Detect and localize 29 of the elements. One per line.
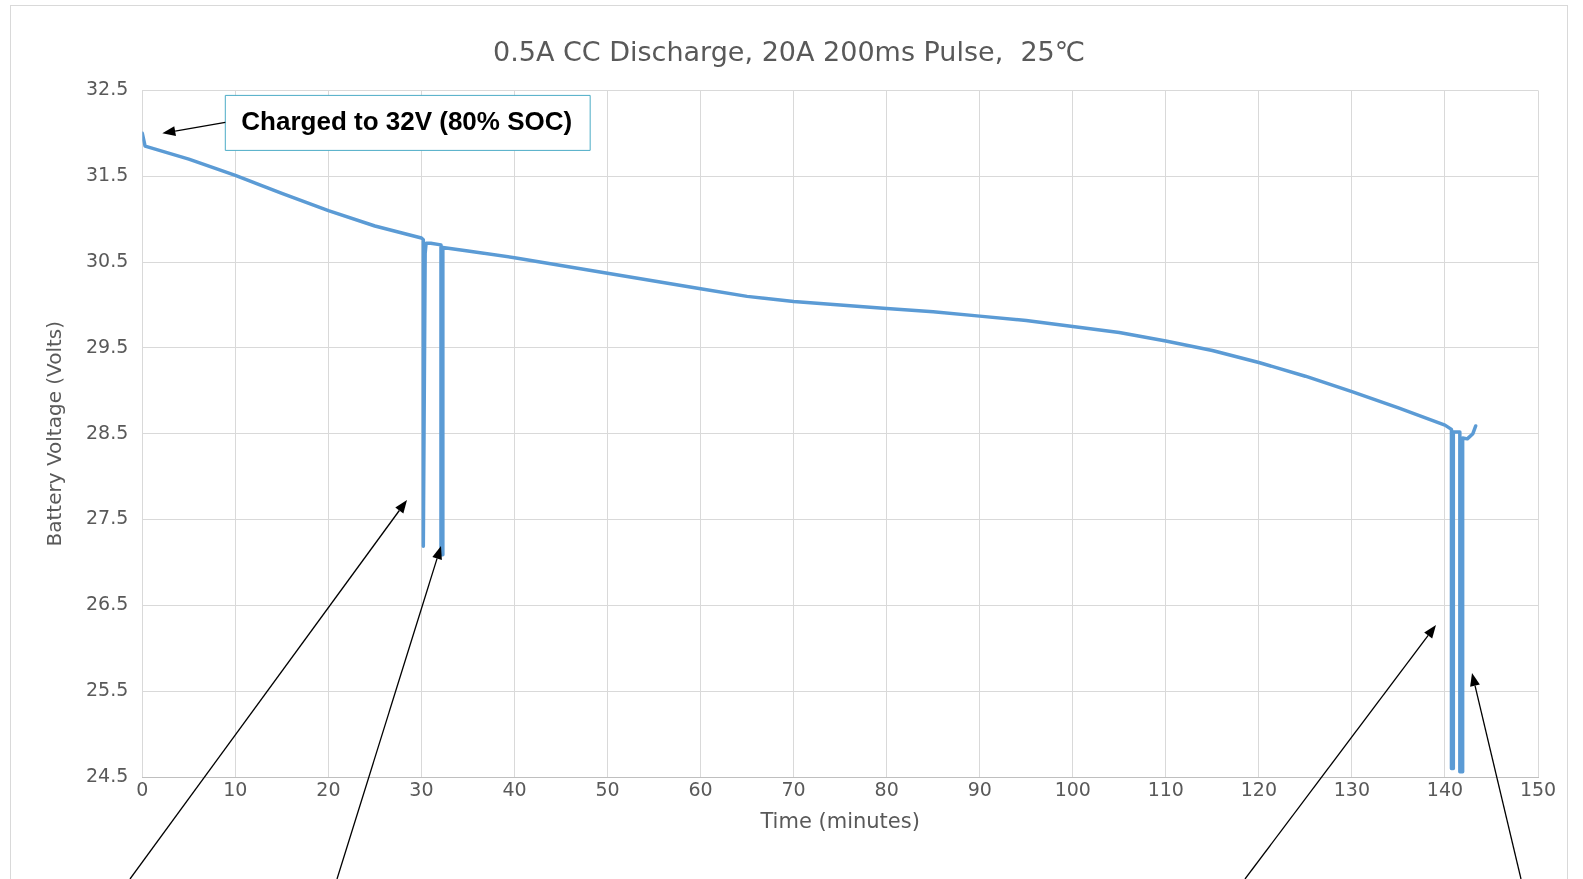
x-tick-label: 100 xyxy=(1054,778,1091,801)
y-axis-title: Battery Voltage (Volts) xyxy=(42,320,67,547)
x-tick-label: 130 xyxy=(1333,778,1371,801)
x-tick-label: 70 xyxy=(781,778,806,801)
x-tick-label: 30 xyxy=(409,778,434,801)
y-tick-label: 24.5 xyxy=(85,763,129,786)
x-tick-label: 80 xyxy=(874,778,899,801)
x-tick-label: 60 xyxy=(688,778,713,801)
annotation: Charged to 32V (80% SOC) xyxy=(241,106,573,137)
x-tick-label: 10 xyxy=(223,778,248,801)
y-tick-label: 30.5 xyxy=(85,248,129,271)
y-tick-label: 31.5 xyxy=(85,163,129,186)
x-tick-label: 40 xyxy=(502,778,527,801)
x-tick-label: 110 xyxy=(1147,778,1184,801)
x-tick-label: 150 xyxy=(1519,778,1557,801)
y-tick-label: 26.5 xyxy=(85,592,129,615)
x-tick-label: 0 xyxy=(136,778,149,801)
x-tick-label: 90 xyxy=(967,778,992,801)
chart-title: 0.5A CC Discharge, 20A 200ms Pulse, 25℃ xyxy=(492,36,1086,68)
x-tick-label: 120 xyxy=(1240,778,1277,801)
y-tick-label: 32.5 xyxy=(85,77,129,100)
y-tick-label: 27.5 xyxy=(85,506,129,529)
x-axis-title: Time (minutes) xyxy=(759,808,920,833)
y-tick-label: 28.5 xyxy=(85,420,129,443)
x-tick-label: 20 xyxy=(316,778,341,801)
y-tick-label: 29.5 xyxy=(85,334,129,357)
x-tick-label: 140 xyxy=(1426,778,1464,801)
y-tick-label: 25.5 xyxy=(85,678,129,701)
x-tick-label: 50 xyxy=(595,778,620,801)
